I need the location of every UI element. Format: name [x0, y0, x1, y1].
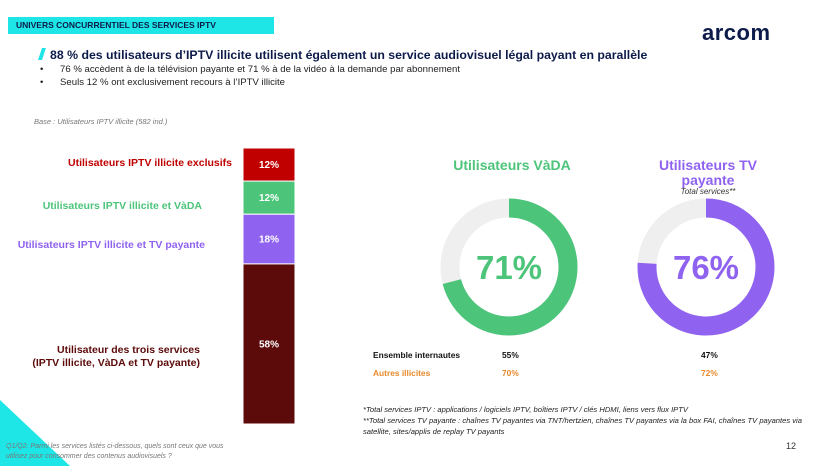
donut-arc	[637, 198, 775, 336]
donut-value-label: 71%	[476, 249, 542, 286]
bar-segment	[242, 213, 296, 265]
bullet: 76 % accèdent à de la télévision payante…	[40, 64, 460, 75]
donut-arc	[442, 198, 578, 336]
footnote: **Total services TV payante : chaînes TV…	[363, 416, 802, 436]
value-label: 12%	[259, 160, 279, 171]
value-label: 58%	[259, 339, 279, 350]
base-note: Base : Utilisateurs IPTV illicite (582 i…	[34, 117, 168, 126]
segment-name: Utilisateur des trois services (IPTV ill…	[32, 344, 200, 369]
value-label: 18%	[259, 235, 279, 246]
comparison-value: 70%	[502, 368, 519, 378]
bullet: Seuls 12 % ont exclusivement recours à l…	[40, 77, 285, 88]
comparison-value: 72%	[701, 368, 718, 378]
footnote: *Total services IPTV : applications / lo…	[363, 405, 688, 414]
comparison-label: Ensemble internautes	[373, 350, 461, 360]
section-tag: UNIVERS CONCURRENTIEL DES SERVICES IPTV	[8, 17, 274, 34]
page-number: 12	[786, 441, 797, 451]
segment-name: Utilisateurs IPTV illicite et VàDA	[42, 200, 202, 212]
segment-name: Utilisateurs IPTV illicite exclusifs	[68, 157, 232, 169]
value-label: 12%	[259, 193, 279, 204]
corner-decoration	[0, 400, 70, 466]
comparison-value: 55%	[502, 350, 519, 360]
comparison-label: Autres illicites	[373, 368, 431, 378]
logo: arcom	[702, 20, 771, 45]
question-note: Q1/Q2. Parmi les services listés ci-dess…	[6, 443, 224, 460]
donut-title: Utilisateurs TV payante	[658, 157, 758, 188]
donut-title: Utilisateurs VàDA	[453, 157, 571, 173]
slide-title: 88 % des utilisateurs d’IPTV illicite ut…	[50, 48, 648, 62]
donut-value-label: 76%	[673, 249, 739, 286]
bar-segment	[242, 263, 296, 425]
segment-name: Utilisateurs IPTV illicite et TV payante	[17, 239, 205, 251]
donut-subtitle: Total services**	[680, 187, 736, 196]
comparison-value: 47%	[701, 350, 718, 360]
